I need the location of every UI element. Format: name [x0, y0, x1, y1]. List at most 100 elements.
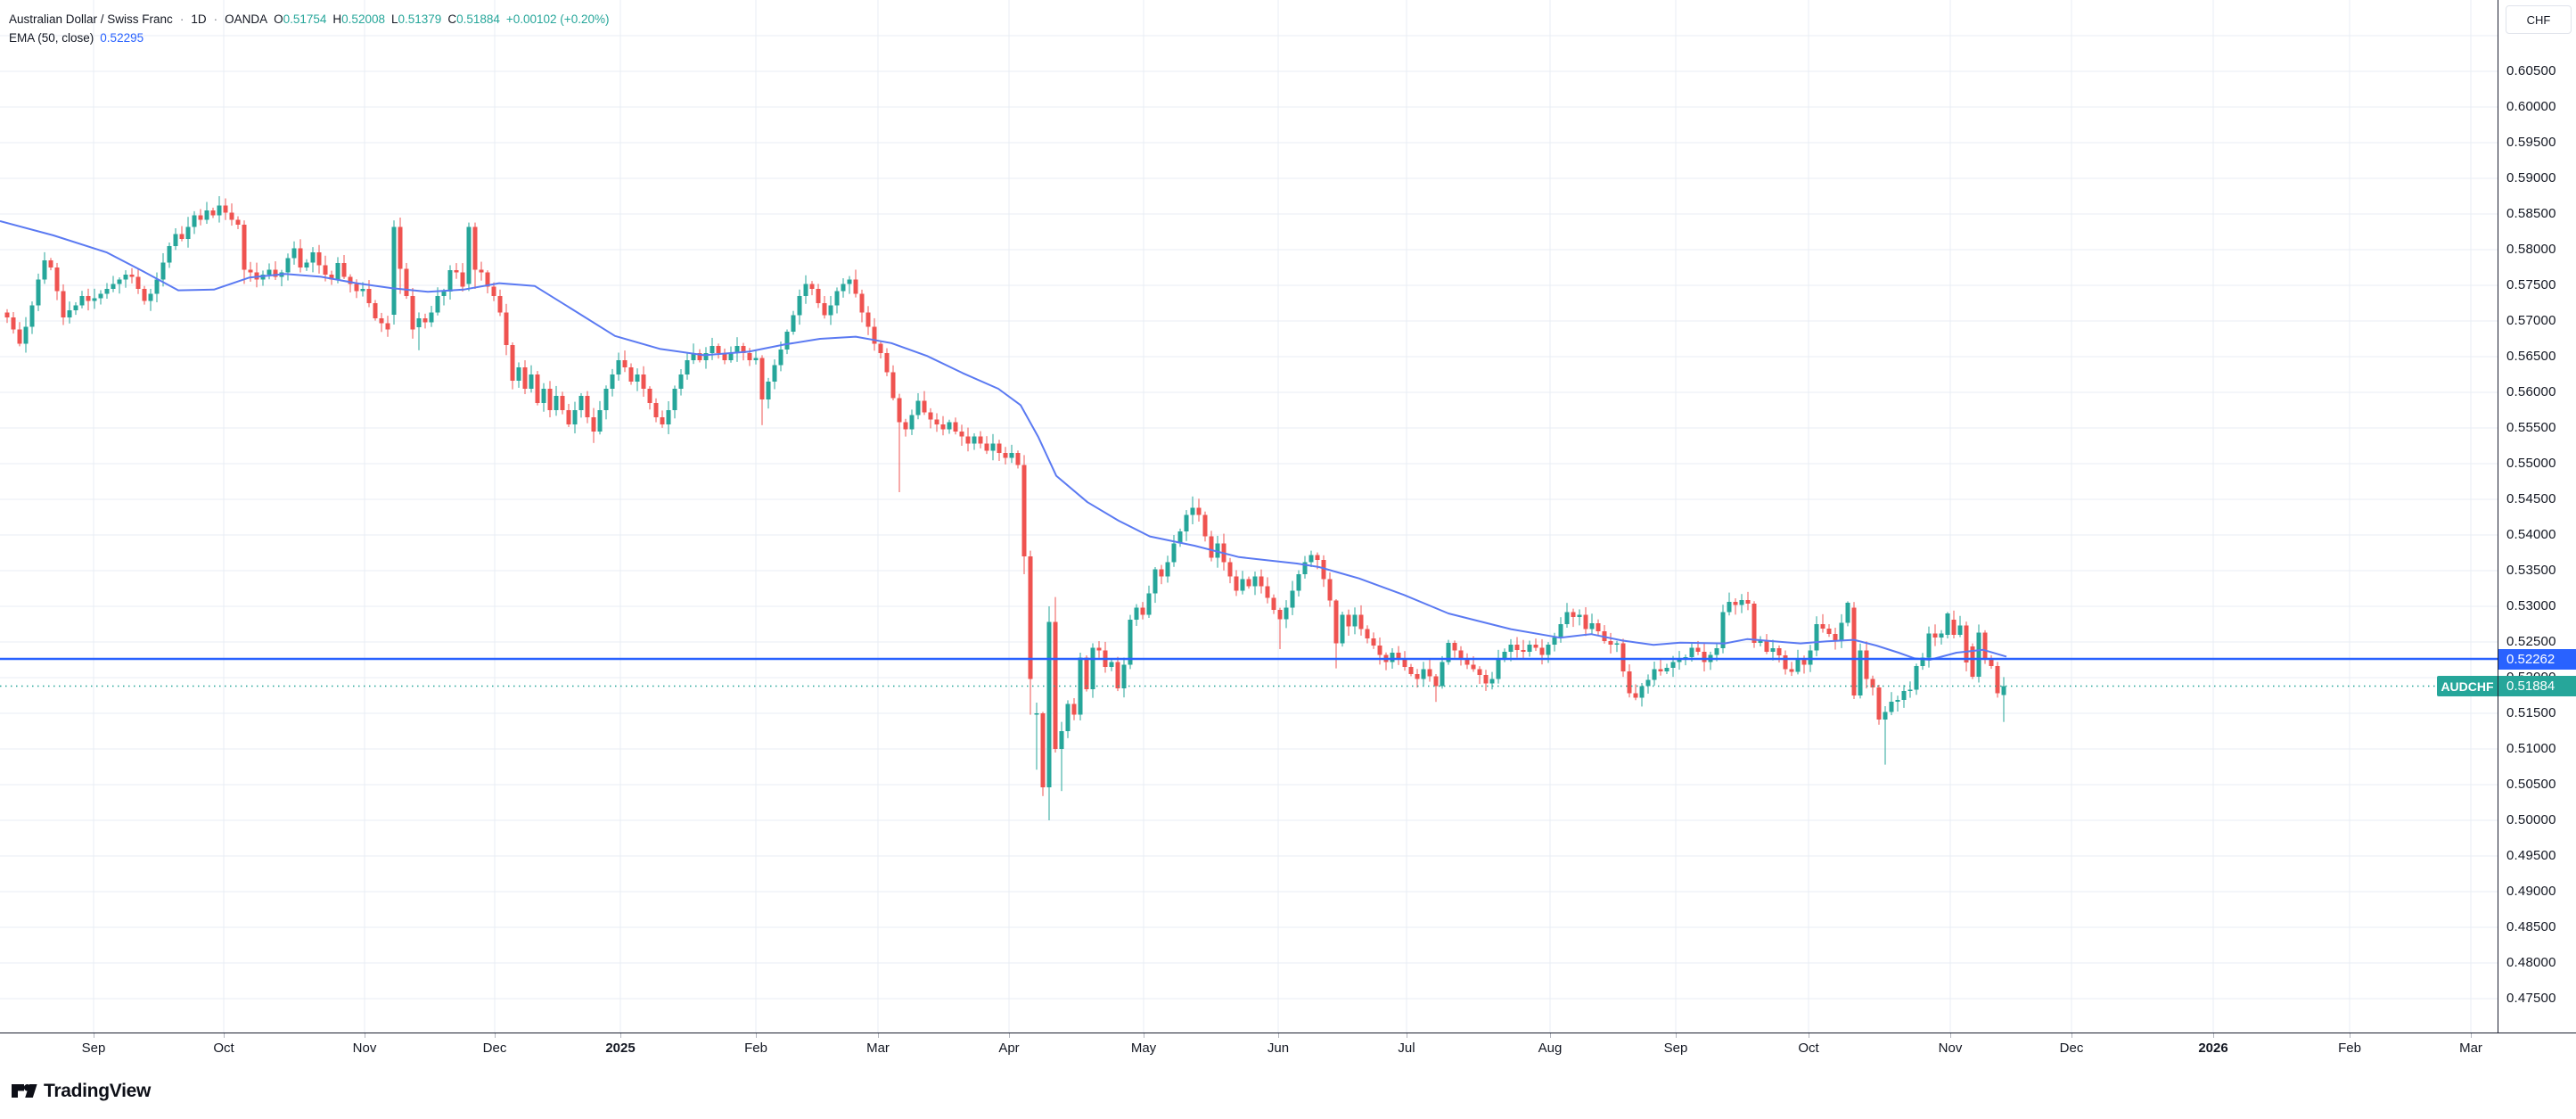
candle-body	[1620, 643, 1626, 671]
time-axis-label: Jun	[1267, 1041, 1290, 1056]
candle-body	[1458, 650, 1464, 660]
time-axis-tick	[756, 1033, 757, 1038]
candle-body	[1752, 603, 1757, 643]
candle-body	[1658, 669, 1663, 671]
candle-body	[1814, 624, 1819, 651]
candle-body	[1034, 713, 1039, 715]
candle-body	[1851, 607, 1857, 695]
candle-body	[1053, 621, 1058, 749]
candle-body	[229, 212, 234, 220]
candle-body	[522, 367, 528, 389]
candle-body	[416, 317, 422, 328]
time-axis-label: May	[1130, 1041, 1157, 1056]
candle-body	[497, 296, 503, 313]
candle-wick	[119, 277, 120, 294]
candle-body	[915, 400, 921, 416]
candle-body	[1770, 648, 1776, 653]
candle-body	[1895, 699, 1900, 703]
time-axis[interactable]: Sep Oct Nov Dec 2025 Feb Mar Apr May Jun Jul Aug Sep…	[0, 1033, 2576, 1068]
price-axis-label: 0.51500	[2506, 705, 2556, 720]
candle-body	[972, 436, 977, 444]
candle-body	[1939, 633, 1944, 638]
candle-body	[791, 315, 796, 332]
candle-body	[1327, 579, 1333, 601]
price-axis-label: 0.52500	[2506, 634, 2556, 649]
candle-body	[1240, 579, 1245, 591]
candle-body	[1564, 612, 1570, 624]
candle-body	[1920, 657, 1925, 667]
candle-body	[922, 400, 927, 413]
candle-body	[341, 263, 347, 277]
time-axis-label: Feb	[2338, 1041, 2361, 1056]
candle-body	[759, 358, 765, 399]
interval-label[interactable]: 1D	[191, 12, 207, 26]
time-axis-label: Dec	[482, 1041, 507, 1056]
open-label: O	[274, 12, 283, 26]
candle-body	[1745, 599, 1751, 604]
candle-body	[1115, 662, 1120, 688]
candle-body	[1677, 659, 1682, 662]
candle-body	[310, 252, 316, 263]
candle-body	[1914, 666, 1919, 690]
tradingview-logo[interactable]: TradingView	[12, 1081, 151, 1102]
candle-body	[148, 293, 153, 301]
candle-wick	[181, 226, 183, 242]
candle-body	[92, 298, 97, 301]
candle-body	[1371, 638, 1376, 646]
price-axis-label: 0.49500	[2506, 848, 2556, 863]
close-label: C	[447, 12, 457, 26]
candle-body	[504, 312, 509, 346]
candle-body	[54, 267, 60, 292]
candle-body	[491, 286, 496, 296]
price-axis-label: 0.56000	[2506, 384, 2556, 399]
candle-body	[335, 263, 340, 280]
time-axis-tick	[878, 1033, 879, 1038]
candlestick-chart[interactable]	[0, 0, 2498, 1033]
candle-body	[1296, 574, 1301, 591]
candle-body	[1059, 731, 1064, 749]
currency-toggle-button[interactable]: CHF	[2506, 5, 2572, 34]
candle-body	[734, 346, 740, 353]
candle-body	[697, 353, 702, 360]
candle-body	[410, 296, 415, 330]
candle-body	[741, 346, 746, 353]
candle-body	[235, 219, 241, 225]
candle-body	[1234, 576, 1239, 591]
candle-body	[123, 275, 128, 280]
candle-body	[666, 410, 671, 424]
candle-body	[535, 374, 540, 403]
time-axis-label: Apr	[998, 1041, 1020, 1056]
indicator-name[interactable]: EMA (50, close)	[9, 31, 94, 45]
candle-body	[1970, 646, 1975, 678]
candle-body	[1477, 669, 1482, 675]
exchange-label: OANDA	[225, 12, 268, 26]
price-axis[interactable]: CHF 0.60500 0.60000 0.59500 0.59000 0.58500 0…	[2498, 0, 2576, 1033]
candle-body	[1571, 612, 1576, 617]
candle-body	[1084, 657, 1089, 689]
chart-pane[interactable]	[0, 0, 2498, 1033]
candle-body	[828, 305, 833, 316]
candle-body	[329, 275, 334, 280]
candle-body	[435, 296, 440, 313]
candle-wick	[1735, 598, 1736, 615]
ema-50-line[interactable]	[0, 220, 2007, 661]
time-axis-label: Aug	[1538, 1041, 1563, 1056]
time-axis-label: Jul	[1398, 1041, 1415, 1056]
candle-body	[242, 225, 247, 270]
candle-body	[516, 367, 521, 382]
price-axis-label: 0.60500	[2506, 63, 2556, 78]
time-axis-label: Mar	[2459, 1041, 2482, 1056]
candle-body	[716, 346, 721, 353]
candle-body	[360, 289, 365, 292]
candle-body	[204, 210, 209, 220]
candle-body	[1177, 531, 1183, 544]
candle-body	[853, 279, 858, 294]
candle-body	[803, 284, 808, 296]
candle-wick	[1579, 609, 1580, 626]
candle-body	[959, 432, 964, 437]
symbol-title[interactable]: Australian Dollar / Swiss Franc	[9, 12, 173, 26]
candle-body	[934, 419, 939, 424]
candle-body	[472, 226, 478, 270]
candle-body	[1202, 514, 1208, 537]
